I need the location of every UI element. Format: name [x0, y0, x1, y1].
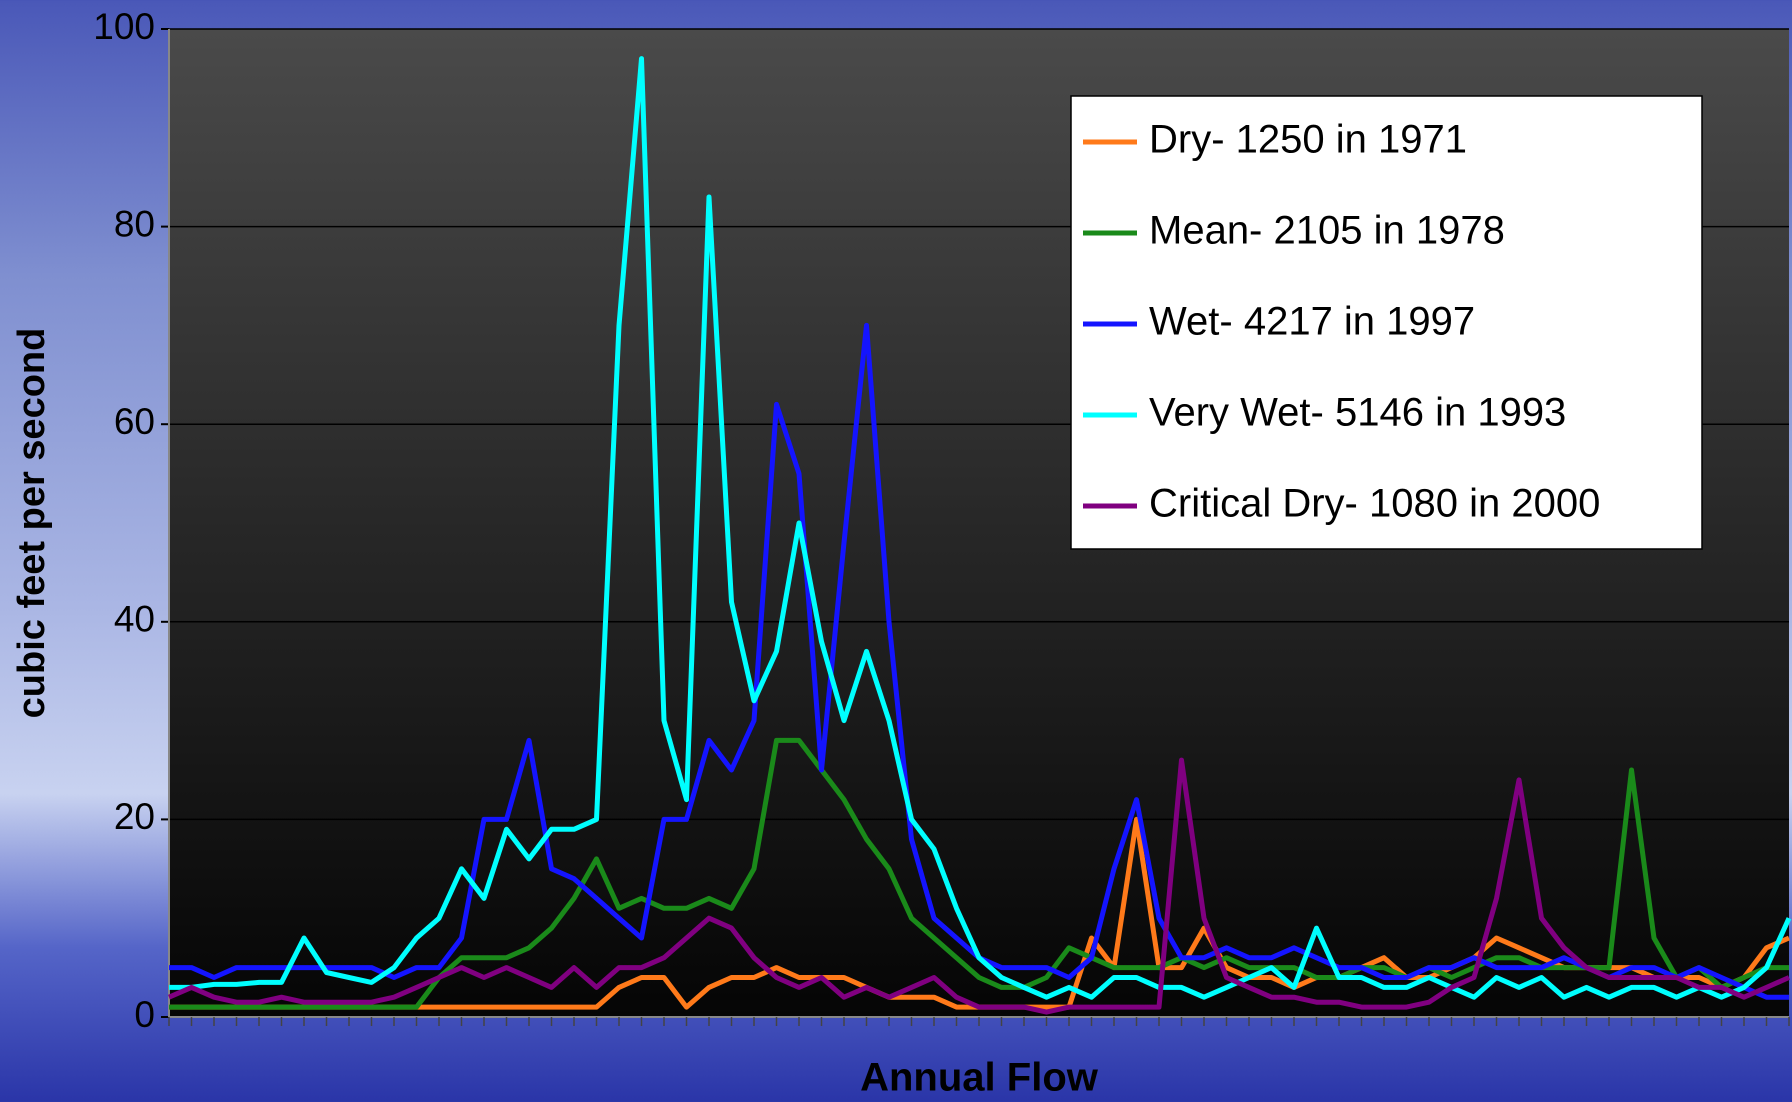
legend-label: Mean- 2105 in 1978: [1149, 209, 1505, 253]
legend-label: Critical Dry- 1080 in 2000: [1149, 482, 1600, 526]
legend-label: Wet- 4217 in 1997: [1149, 300, 1475, 344]
y-tick-label: 80: [114, 203, 155, 244]
series-line: [168, 757, 1791, 1015]
x-axis-label: Annual Flow: [860, 1056, 1099, 1100]
legend: [1070, 95, 1703, 550]
series-line: [169, 56, 1792, 1000]
y-tick-label: 100: [93, 6, 155, 47]
y-tick-label: 40: [114, 599, 155, 640]
y-tick-label: 0: [134, 994, 155, 1035]
legend-label: Dry- 1250 in 1971: [1149, 118, 1467, 162]
y-tick-label: 60: [114, 401, 155, 442]
y-axis-label: cubic feet per second: [11, 328, 53, 719]
y-tick-label: 20: [114, 796, 155, 837]
legend-label: Very Wet- 5146 in 1993: [1149, 391, 1566, 435]
